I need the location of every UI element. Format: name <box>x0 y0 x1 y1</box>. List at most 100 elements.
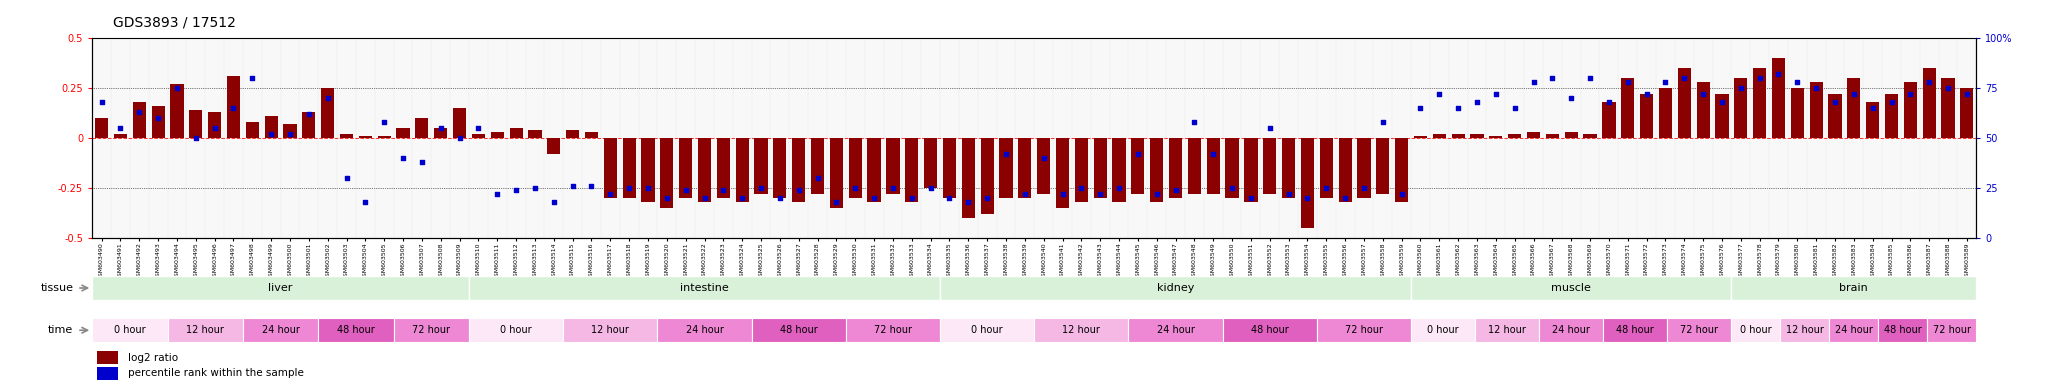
Bar <box>264 116 279 138</box>
Point <box>123 109 156 115</box>
Bar <box>1151 138 1163 202</box>
Bar <box>1489 136 1503 138</box>
Point <box>1196 151 1229 157</box>
Point <box>330 175 362 181</box>
Bar <box>317 318 393 343</box>
Text: 0 hour: 0 hour <box>500 325 532 335</box>
Bar <box>1128 318 1223 343</box>
Bar <box>1640 94 1653 138</box>
Bar <box>754 138 768 194</box>
Bar <box>1772 58 1786 138</box>
Point <box>387 155 420 161</box>
Text: 0 hour: 0 hour <box>1427 325 1458 335</box>
Point <box>688 195 721 201</box>
Text: 24 hour: 24 hour <box>1835 325 1872 335</box>
Text: 48 hour: 48 hour <box>780 325 817 335</box>
Point <box>1573 75 1606 81</box>
Bar <box>1169 138 1182 198</box>
Point <box>274 131 307 137</box>
Bar <box>1339 138 1352 202</box>
Point <box>1913 79 1946 85</box>
Point <box>1819 99 1851 105</box>
Bar <box>227 76 240 138</box>
Text: 12 hour: 12 hour <box>1786 325 1825 335</box>
Point <box>594 191 627 197</box>
Bar <box>1540 318 1604 343</box>
Point <box>1253 125 1286 131</box>
Bar <box>469 276 940 300</box>
Point <box>1554 95 1587 101</box>
Bar <box>1225 138 1239 198</box>
Point <box>1272 191 1305 197</box>
Text: 48 hour: 48 hour <box>1884 325 1921 335</box>
Bar <box>340 134 352 138</box>
Text: muscle: muscle <box>1550 283 1591 293</box>
Point <box>236 75 268 81</box>
Point <box>1782 79 1815 85</box>
Bar <box>453 108 467 138</box>
Bar <box>1057 138 1069 208</box>
Bar <box>1622 78 1634 138</box>
Point <box>877 185 909 191</box>
Point <box>1688 91 1720 98</box>
Bar <box>924 138 938 188</box>
Bar <box>1659 88 1671 138</box>
Text: 72 hour: 72 hour <box>1346 325 1382 335</box>
Point <box>858 195 891 201</box>
Bar <box>528 130 541 138</box>
Bar <box>1905 82 1917 138</box>
Point <box>575 183 608 189</box>
Point <box>217 105 250 111</box>
Text: 72 hour: 72 hour <box>1933 325 1970 335</box>
Text: 48 hour: 48 hour <box>338 325 375 335</box>
Text: brain: brain <box>1839 283 1868 293</box>
Text: 72 hour: 72 hour <box>412 325 451 335</box>
Bar <box>1735 78 1747 138</box>
Point <box>1593 99 1626 105</box>
Bar <box>1528 132 1540 138</box>
Bar <box>416 118 428 138</box>
Point <box>1612 79 1645 85</box>
Bar <box>1583 134 1597 138</box>
Bar <box>1282 138 1294 198</box>
Bar <box>358 136 373 138</box>
Point <box>801 175 834 181</box>
Text: liver: liver <box>268 283 293 293</box>
Bar <box>1413 136 1427 138</box>
Bar <box>586 132 598 138</box>
Bar <box>963 138 975 218</box>
Text: 12 hour: 12 hour <box>186 325 223 335</box>
Bar <box>1434 134 1446 138</box>
Point <box>180 135 213 141</box>
Bar <box>641 138 655 202</box>
Bar <box>115 134 127 138</box>
Bar <box>657 318 752 343</box>
Bar <box>1034 318 1128 343</box>
Point <box>1518 79 1550 85</box>
Point <box>1800 85 1833 91</box>
Point <box>1102 185 1135 191</box>
Point <box>1159 187 1192 193</box>
Point <box>500 187 532 193</box>
Text: 72 hour: 72 hour <box>874 325 911 335</box>
Bar <box>680 138 692 198</box>
Point <box>160 85 193 91</box>
Point <box>104 125 137 131</box>
Bar <box>303 112 315 138</box>
Point <box>1931 85 1964 91</box>
Bar <box>1507 134 1522 138</box>
Point <box>1706 99 1739 105</box>
Point <box>293 111 326 118</box>
Point <box>1047 191 1079 197</box>
Point <box>518 185 551 191</box>
Bar <box>397 128 410 138</box>
Point <box>86 99 119 105</box>
Bar <box>94 118 109 138</box>
Point <box>764 195 797 201</box>
Bar <box>1731 318 1780 343</box>
Bar <box>905 138 918 202</box>
Bar <box>98 351 119 364</box>
Text: log2 ratio: log2 ratio <box>127 353 178 363</box>
Point <box>1217 185 1249 191</box>
Point <box>311 95 344 101</box>
